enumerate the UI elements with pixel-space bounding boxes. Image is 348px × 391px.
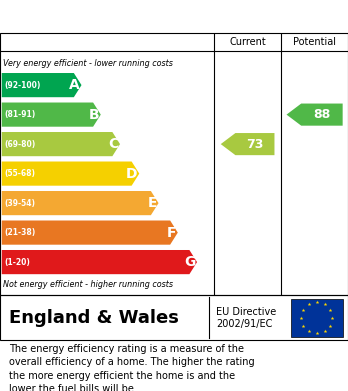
Polygon shape <box>2 161 139 186</box>
Text: (39-54): (39-54) <box>5 199 36 208</box>
Polygon shape <box>221 133 275 155</box>
Text: 73: 73 <box>246 138 264 151</box>
Text: (21-38): (21-38) <box>5 228 36 237</box>
Text: C: C <box>108 137 118 151</box>
Polygon shape <box>2 191 159 215</box>
Text: 2002/91/EC: 2002/91/EC <box>216 319 272 330</box>
Polygon shape <box>2 102 101 127</box>
Text: E: E <box>147 196 157 210</box>
Text: Current: Current <box>229 37 266 47</box>
Polygon shape <box>2 132 120 156</box>
Text: Potential: Potential <box>293 37 336 47</box>
Text: D: D <box>126 167 137 181</box>
Text: Not energy efficient - higher running costs: Not energy efficient - higher running co… <box>3 280 174 289</box>
Text: 88: 88 <box>313 108 331 121</box>
Text: Very energy efficient - lower running costs: Very energy efficient - lower running co… <box>3 59 173 68</box>
Text: The energy efficiency rating is a measure of the
overall efficiency of a home. T: The energy efficiency rating is a measur… <box>9 344 254 391</box>
Polygon shape <box>2 250 197 274</box>
Bar <box>291 299 343 337</box>
Text: (92-100): (92-100) <box>5 81 41 90</box>
Text: (81-91): (81-91) <box>5 110 36 119</box>
Polygon shape <box>2 73 81 97</box>
Text: Energy Efficiency Rating: Energy Efficiency Rating <box>9 9 230 24</box>
Text: EU Directive: EU Directive <box>216 307 276 317</box>
Polygon shape <box>2 221 178 245</box>
Text: (69-80): (69-80) <box>5 140 36 149</box>
Text: (1-20): (1-20) <box>5 258 31 267</box>
Text: B: B <box>88 108 99 122</box>
Text: (55-68): (55-68) <box>5 169 36 178</box>
Polygon shape <box>286 104 343 126</box>
Text: England & Wales: England & Wales <box>9 308 179 327</box>
Text: G: G <box>184 255 195 269</box>
Text: F: F <box>167 226 176 240</box>
Text: A: A <box>69 78 80 92</box>
